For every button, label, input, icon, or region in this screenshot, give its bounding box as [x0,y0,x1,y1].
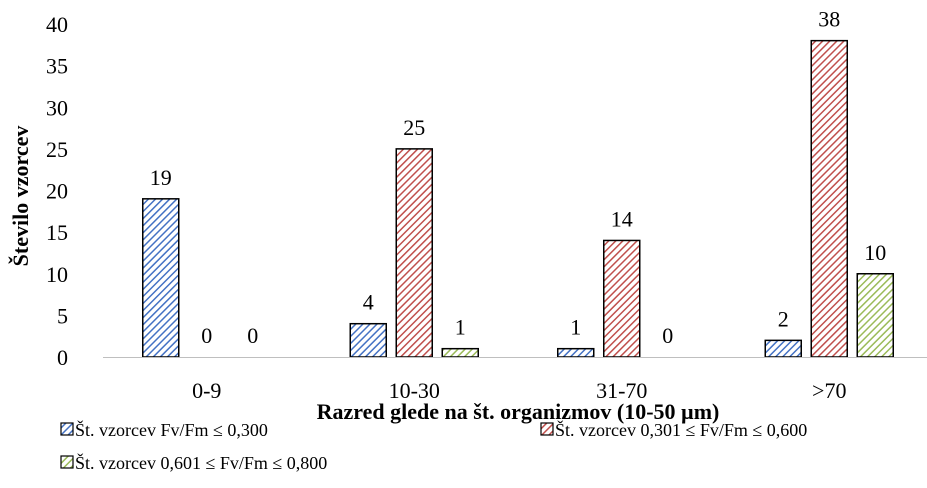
x-tick-label: 10-30 [389,378,440,403]
data-label: 2 [778,306,789,331]
data-label: 19 [150,165,172,190]
data-label: 14 [611,206,633,231]
x-tick-label: 31-70 [596,378,647,403]
bar [142,198,180,358]
bar [764,339,802,358]
bar [395,148,433,358]
data-label: 0 [247,323,258,348]
bars [142,39,894,358]
legend-swatch [60,455,74,469]
y-tick-label: 15 [46,220,68,245]
bar [557,347,595,358]
data-label: 1 [455,315,466,340]
legend-swatch [60,422,74,436]
data-label: 0 [662,323,673,348]
y-tick-label: 40 [46,12,68,37]
bar [603,239,641,358]
data-labels: 19 0 0 4 25 1 1 14 0 2 38 10 [150,7,887,348]
y-axis-ticks: 0 5 10 15 20 25 30 35 40 [46,12,68,370]
bar [441,347,479,358]
bar [349,322,387,358]
legend-label: Št. vzorcev Fv/Fm ≤ 0,300 [75,419,268,440]
y-tick-label: 35 [46,54,68,79]
legend-swatch [540,422,554,436]
y-tick-label: 5 [57,303,68,328]
bar [810,39,848,358]
data-label: 1 [570,315,581,340]
y-tick-label: 20 [46,179,68,204]
x-tick-label: 0-9 [192,378,221,403]
x-axis-ticks: 0-9 10-30 31-70 >70 [192,378,846,403]
legend-label: Št. vzorcev 0,601 ≤ Fv/Fm ≤ 0,800 [75,452,327,473]
data-label: 0 [201,323,212,348]
x-tick-label: >70 [812,378,846,403]
y-axis-title: Število vzorcev [8,126,33,267]
data-label: 38 [818,7,840,32]
y-tick-label: 25 [46,137,68,162]
y-tick-label: 10 [46,262,68,287]
legend-label: Št. vzorcev 0,301 ≤ Fv/Fm ≤ 0,600 [555,419,807,440]
y-tick-label: 30 [46,95,68,120]
data-label: 10 [864,240,886,265]
bar [856,273,894,358]
y-tick-label: 0 [57,345,68,370]
data-label: 4 [363,290,374,315]
x-axis-title: Razred glede na št. organizmov (10-50 µm… [317,399,720,424]
data-label: 25 [403,115,425,140]
legend: Št. vzorcev Fv/Fm ≤ 0,300 Št. vzorcev 0,3… [60,419,807,473]
